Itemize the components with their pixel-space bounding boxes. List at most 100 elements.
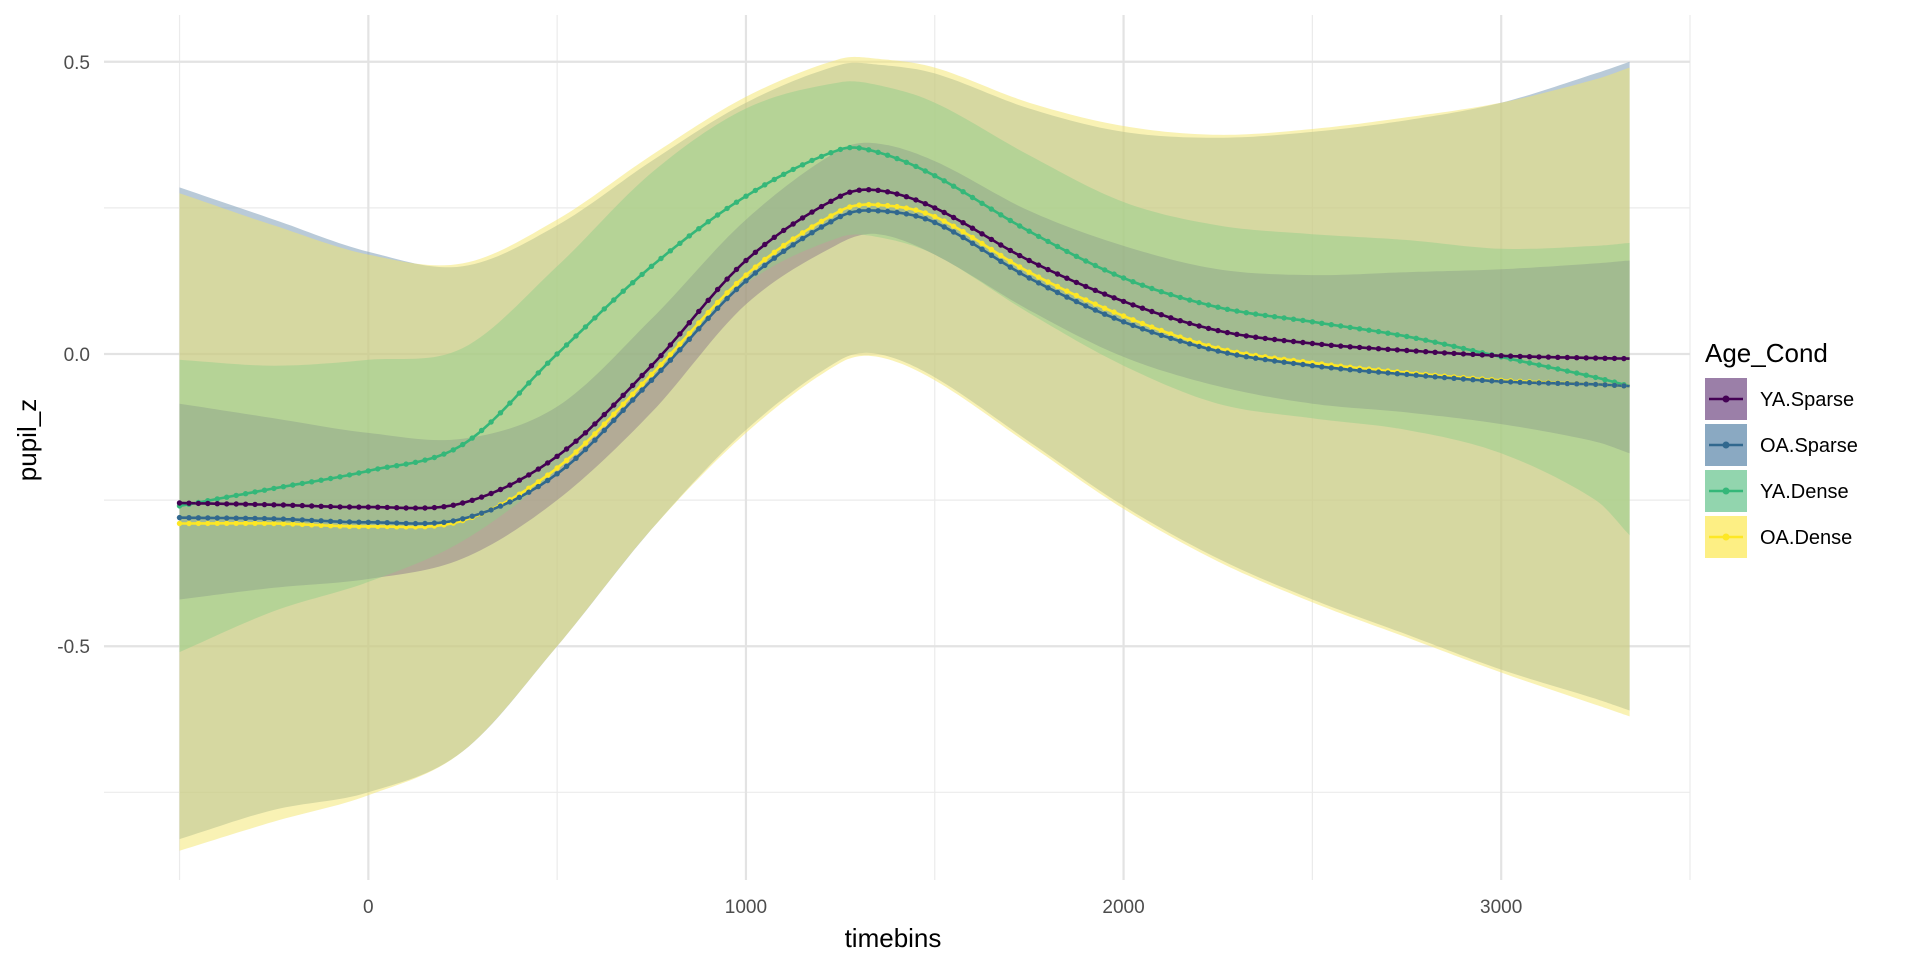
point-oa-sparse: [922, 216, 928, 222]
point-ya-sparse: [1423, 349, 1429, 355]
point-oa-dense: [1073, 292, 1080, 299]
point-ya-dense: [941, 178, 947, 184]
point-oa-sparse: [195, 515, 202, 521]
legend-items: YA.Sparse OA.Sparse YA.Dense OA.Dense: [1705, 378, 1858, 558]
point-ya-sparse: [941, 209, 947, 216]
point-ya-sparse: [847, 189, 853, 195]
point-oa-sparse: [327, 518, 334, 524]
point-ya-sparse: [771, 234, 777, 240]
point-ya-dense: [573, 333, 579, 339]
point-oa-sparse: [1366, 368, 1372, 374]
point-oa-sparse: [1007, 264, 1013, 270]
point-oa-dense: [261, 520, 268, 527]
point-oa-dense: [214, 520, 220, 526]
point-oa-sparse: [913, 213, 919, 219]
point-oa-dense: [526, 485, 532, 491]
point-oa-dense: [667, 351, 674, 358]
point-ya-sparse: [913, 197, 919, 203]
point-oa-sparse: [639, 387, 645, 393]
point-ya-dense: [394, 463, 400, 469]
point-oa-sparse: [205, 515, 211, 521]
point-oa-sparse: [356, 519, 362, 525]
point-oa-dense: [752, 264, 759, 270]
point-ya-sparse: [781, 227, 787, 234]
point-oa-sparse: [648, 377, 655, 383]
point-ya-sparse: [488, 490, 494, 497]
point-oa-sparse: [658, 367, 664, 374]
legend-title: Age_Cond: [1705, 338, 1828, 368]
point-oa-sparse: [818, 224, 825, 230]
point-oa-dense: [696, 320, 702, 326]
point-oa-sparse: [1035, 280, 1042, 286]
point-ya-dense: [280, 484, 287, 490]
point-ya-dense: [450, 447, 456, 453]
point-oa-sparse: [1479, 377, 1486, 383]
confidence-ribbons: [179, 56, 1630, 851]
point-ya-dense: [903, 159, 910, 165]
point-ya-sparse: [1035, 262, 1042, 268]
point-oa-sparse: [573, 455, 579, 461]
point-oa-sparse: [365, 519, 371, 525]
point-ya-sparse: [1262, 335, 1268, 342]
point-ya-dense: [696, 226, 702, 232]
point-ya-dense: [847, 144, 853, 151]
point-oa-sparse: [214, 515, 220, 521]
point-ya-dense: [611, 297, 617, 303]
point-ya-sparse: [1555, 354, 1561, 360]
point-ya-dense: [913, 163, 919, 170]
x-tick-label: 2000: [1102, 897, 1144, 918]
point-ya-sparse: [1309, 340, 1316, 347]
point-oa-sparse: [1149, 329, 1155, 335]
point-ya-sparse: [592, 421, 598, 427]
point-ya-dense: [724, 205, 730, 212]
point-oa-sparse: [1083, 303, 1089, 309]
point-oa-dense: [998, 252, 1004, 259]
point-ya-sparse: [1404, 347, 1410, 354]
point-ya-sparse: [1281, 337, 1287, 344]
point-ya-sparse: [1102, 291, 1108, 297]
point-ya-dense: [1460, 345, 1467, 352]
point-ya-sparse: [195, 500, 202, 507]
point-oa-sparse: [1319, 364, 1325, 370]
point-ya-sparse: [1432, 349, 1438, 355]
point-ya-dense: [658, 255, 664, 262]
point-oa-dense: [611, 411, 617, 417]
point-ya-sparse: [205, 500, 211, 507]
point-ya-dense: [563, 342, 570, 348]
point-ya-sparse: [1536, 354, 1542, 360]
point-ya-sparse: [639, 372, 645, 379]
point-ya-sparse: [922, 201, 928, 207]
point-oa-dense: [809, 224, 815, 230]
point-ya-sparse: [450, 502, 456, 508]
point-oa-dense: [1092, 301, 1099, 307]
point-ya-dense: [488, 419, 494, 425]
point-oa-sparse: [1555, 380, 1561, 386]
point-ya-sparse: [1413, 348, 1419, 354]
point-oa-sparse: [1045, 285, 1051, 291]
point-oa-sparse: [988, 252, 995, 258]
point-ya-sparse: [837, 193, 844, 199]
point-oa-dense: [724, 290, 730, 296]
point-oa-sparse: [799, 235, 806, 242]
point-oa-sparse: [1177, 338, 1183, 344]
point-oa-dense: [545, 472, 551, 478]
point-ya-sparse: [1489, 352, 1495, 358]
point-oa-dense: [1064, 288, 1070, 294]
point-oa-sparse: [696, 326, 702, 332]
point-ya-dense: [1536, 362, 1542, 368]
point-oa-sparse: [1574, 381, 1580, 387]
point-ya-dense: [1083, 258, 1089, 264]
point-ya-dense: [403, 461, 409, 467]
point-ya-sparse: [554, 453, 560, 459]
point-ya-sparse: [318, 503, 324, 509]
point-ya-sparse: [1290, 338, 1297, 345]
point-oa-dense: [771, 249, 777, 255]
point-oa-sparse: [762, 262, 768, 269]
point-oa-sparse: [1423, 373, 1429, 379]
point-ya-sparse: [1168, 315, 1174, 321]
point-ya-sparse: [1356, 344, 1363, 351]
point-ya-sparse: [696, 308, 702, 315]
point-ya-dense: [1073, 253, 1080, 259]
point-ya-dense: [1300, 317, 1306, 324]
point-oa-dense: [1054, 283, 1061, 290]
